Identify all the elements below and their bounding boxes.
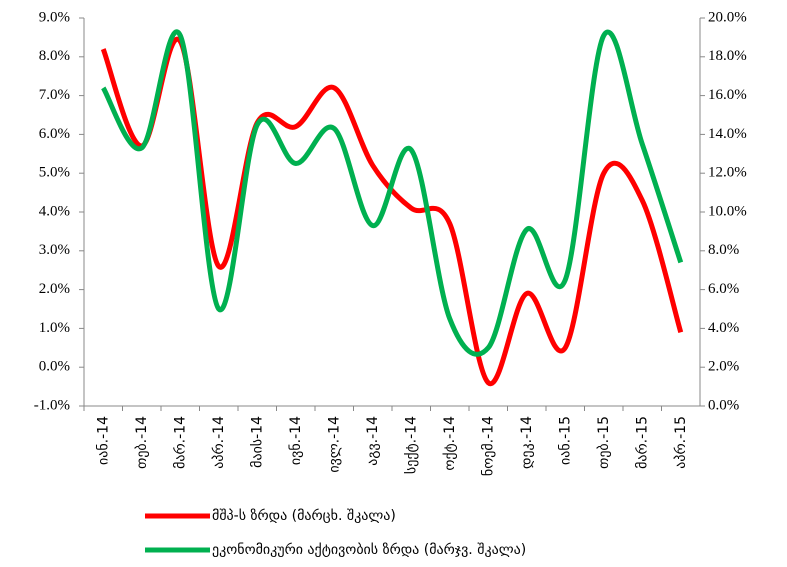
legend-label: მშპ-ს ზრდა (მარცხ. შკალა) [212, 507, 396, 524]
x-tick-label: თებ.-15 [596, 416, 612, 469]
y-tick-label: 4.0% [39, 203, 70, 219]
y2-tick-label: 0.0% [708, 397, 739, 413]
x-tick-label: იან.-14 [95, 416, 111, 465]
y2-tick-label: 10.0% [708, 203, 747, 219]
y2-tick-label: 4.0% [708, 320, 739, 336]
x-tick-label: აპრ.-15 [672, 416, 689, 469]
y-tick-label: 8.0% [39, 48, 70, 64]
y2-tick-label: 18.0% [708, 48, 747, 64]
y2-tick-label: 16.0% [708, 87, 747, 103]
y2-tick-label: 20.0% [708, 9, 747, 25]
y-tick-label: 6.0% [39, 126, 70, 142]
y-tick-label: 9.0% [39, 9, 70, 25]
x-tick-label: სექტ.-14 [403, 416, 419, 474]
x-tick-label: მარ.-15 [633, 416, 650, 469]
y-tick-label: 1.0% [39, 320, 70, 336]
y-tick-label: 2.0% [39, 281, 70, 297]
x-tick-label: ივლ.-14 [326, 416, 342, 473]
x-tick-label: ივნ.-14 [288, 416, 304, 465]
x-tick-label: აპრ.-14 [210, 416, 227, 469]
x-tick-label: დეკ.-14 [519, 416, 535, 469]
series-line [101, 29, 684, 357]
y2-tick-label: 12.0% [708, 165, 747, 181]
x-tick-label: აგვ.-14 [365, 416, 381, 466]
y2-tick-label: 2.0% [708, 359, 739, 375]
x-tick-label: იან.-15 [557, 416, 573, 465]
y2-tick-label: 6.0% [708, 281, 739, 297]
y-tick-label: 5.0% [39, 165, 70, 181]
y2-tick-label: 8.0% [708, 242, 739, 258]
x-tick-label: ოქტ.-14 [442, 416, 458, 471]
x-tick-label: მაის-14 [249, 416, 265, 468]
y2-tick-label: 14.0% [708, 126, 747, 142]
y-tick-label: 3.0% [39, 242, 70, 258]
x-tick-label: თებ.-14 [134, 416, 150, 469]
y-tick-label: 0.0% [39, 359, 70, 375]
y-tick-label: 7.0% [39, 87, 70, 103]
x-tick-label: მარ.-14 [171, 416, 188, 469]
legend-label: ეკონომიკური აქტივობის ზრდა (მარჯვ. შკალა… [212, 541, 526, 558]
x-tick-label: ნოემ.-14 [480, 416, 496, 476]
y-tick-label: -1.0% [34, 397, 70, 413]
